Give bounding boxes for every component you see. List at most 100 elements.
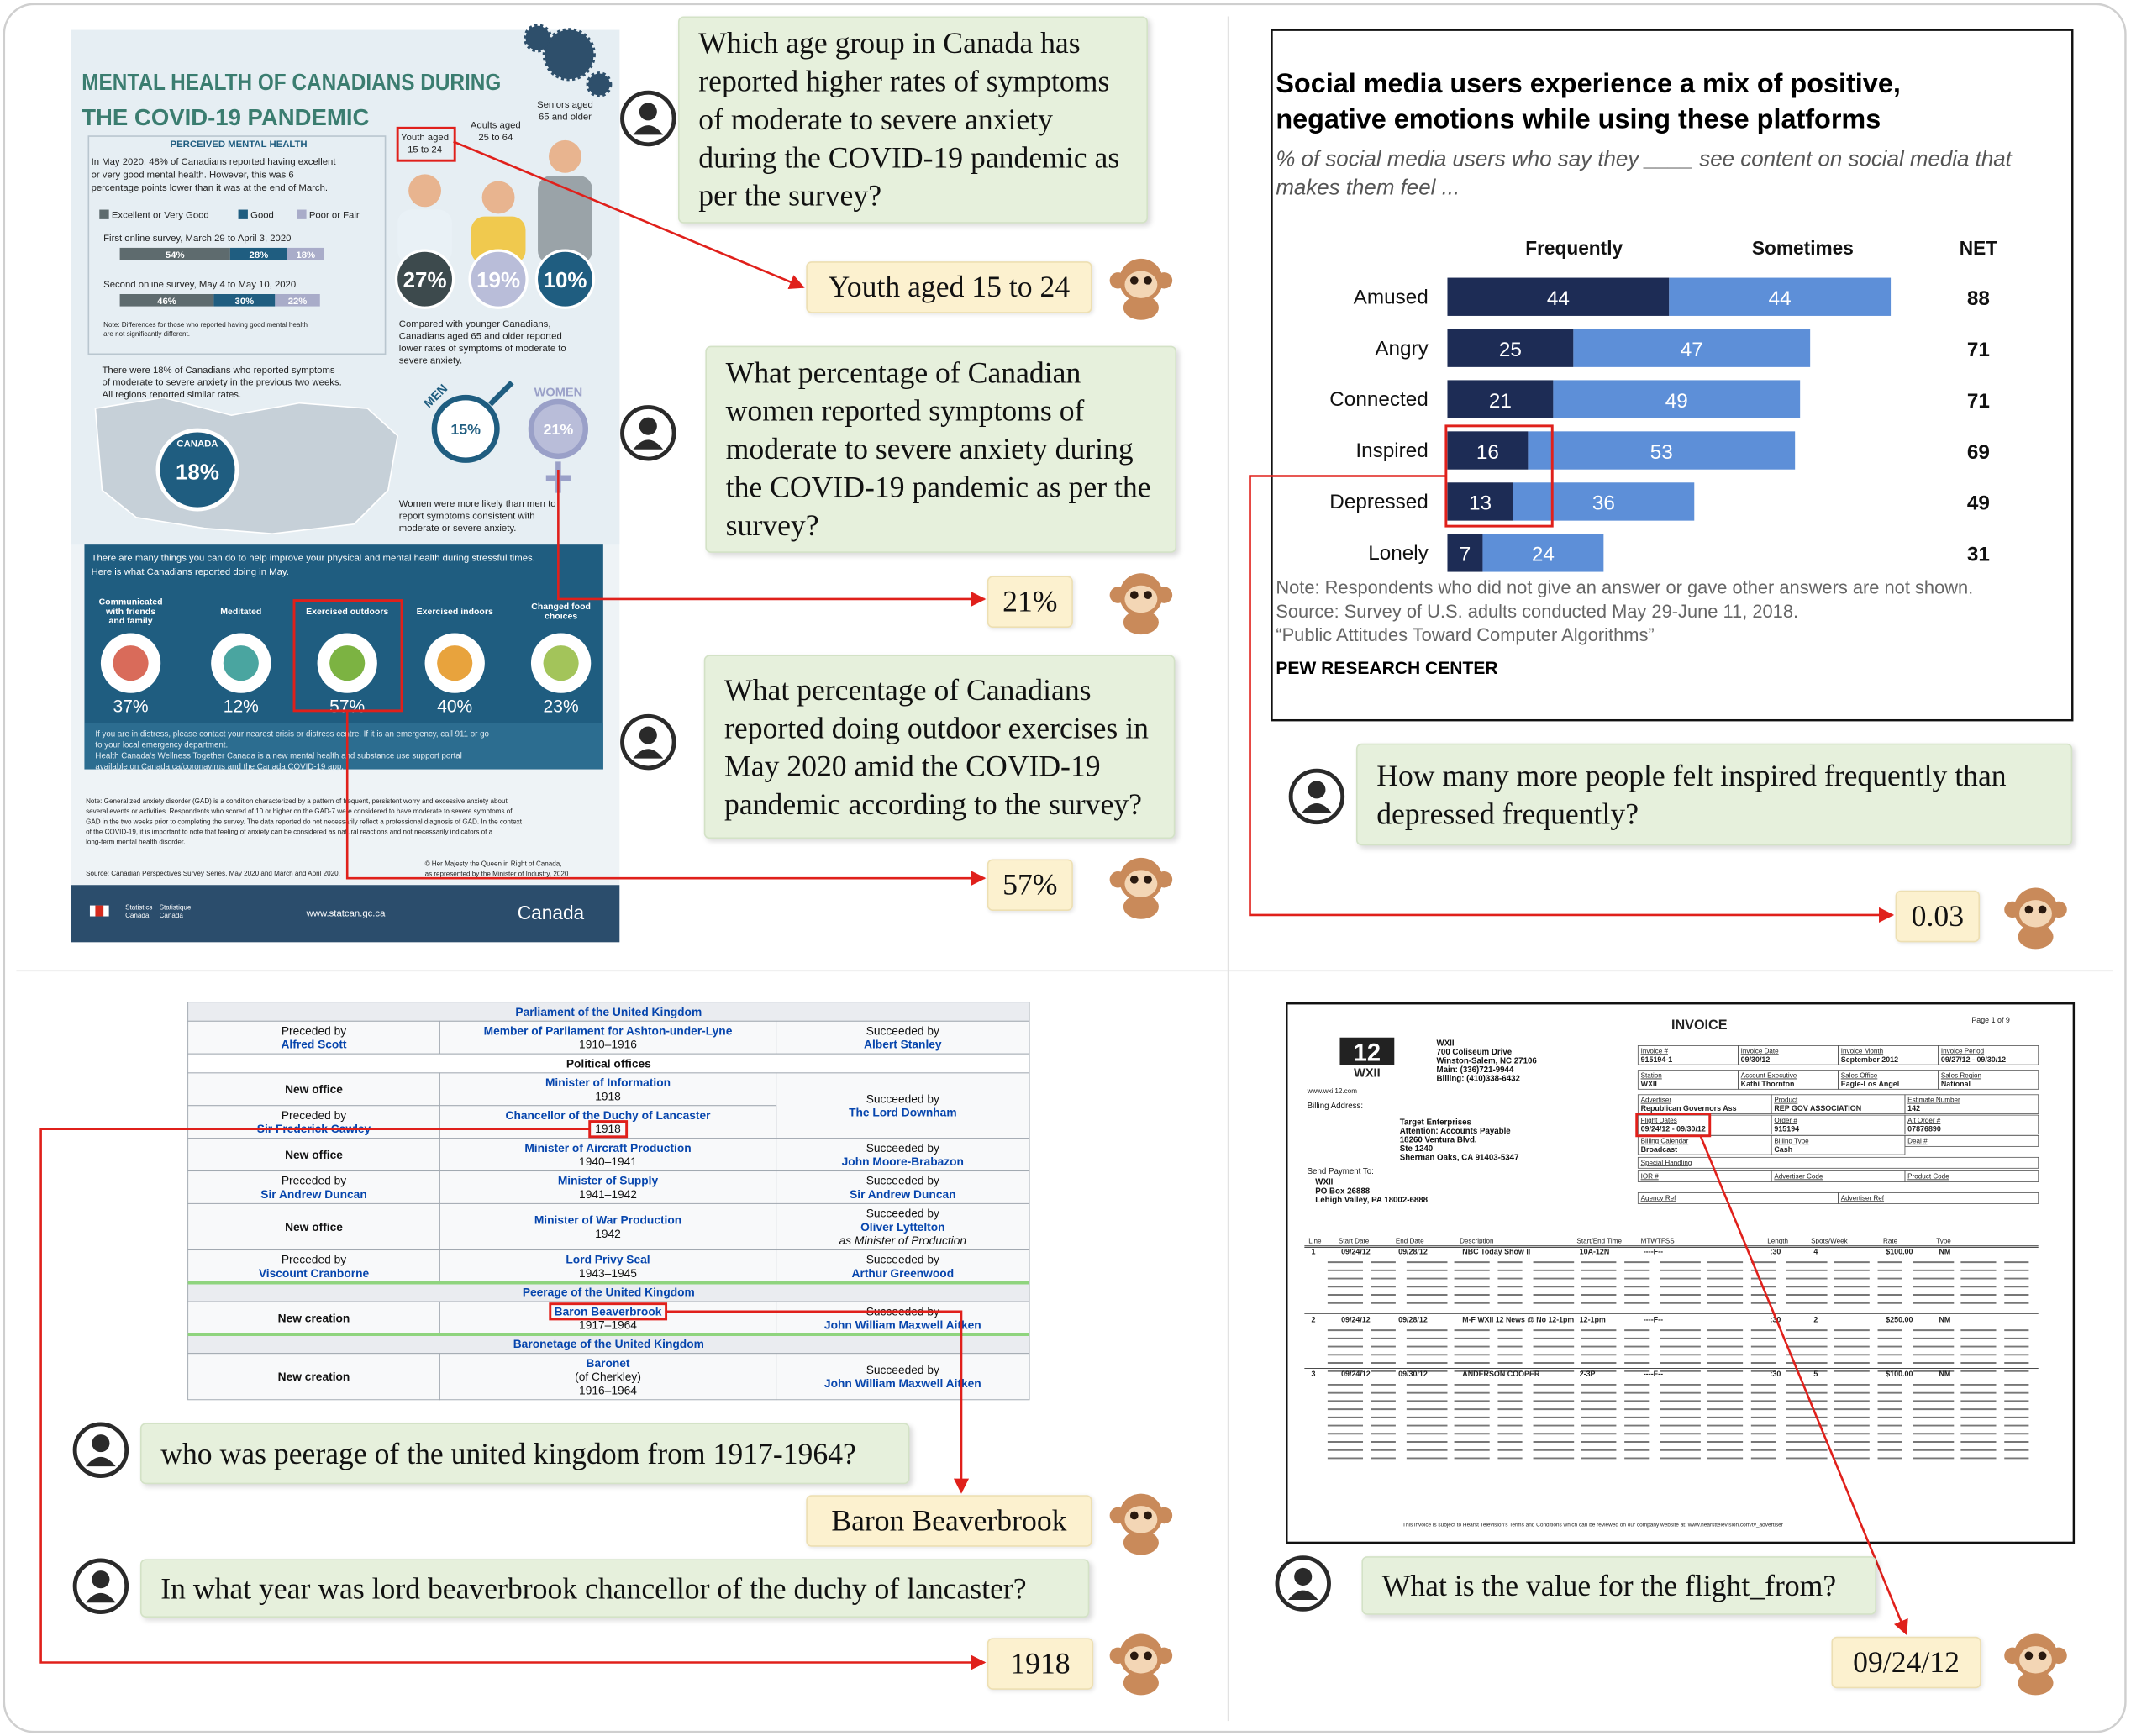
net-value: 49 — [1967, 492, 1990, 515]
table-cell — [776, 1202, 1030, 1251]
canada-value: 18% — [176, 460, 219, 484]
table-cell — [439, 1202, 777, 1251]
line-cell: 09/24/12 — [1341, 1370, 1371, 1378]
payment-address: WXII — [1315, 1178, 1333, 1187]
chart-title: negative emotions while using these plat… — [1276, 103, 1881, 134]
line-cell: NM — [1939, 1247, 1950, 1255]
table-cell-text: Preceded by — [282, 1109, 346, 1122]
question-bubble-text: What percentage of Canadian women report… — [725, 355, 1151, 542]
field-box — [1904, 1114, 2039, 1135]
bot-eye — [1144, 875, 1152, 884]
line-column: Spots/Week — [1811, 1237, 1848, 1244]
line-column: Description — [1460, 1237, 1493, 1244]
activity-icon-art — [329, 645, 366, 681]
activity-value: 37% — [113, 697, 148, 716]
question-bubble: What percentage of Canadians reported do… — [703, 655, 1176, 839]
table-cell — [187, 1105, 440, 1139]
pointer-line — [1699, 1135, 1908, 1636]
table-cell-text: 1943–1945 — [579, 1267, 637, 1280]
field-label: Sales Office — [1841, 1072, 1878, 1080]
table-cell-text: Arthur Greenwood — [852, 1267, 955, 1280]
bar-label: 24 — [1532, 544, 1555, 566]
activity-icon-art — [543, 645, 579, 681]
section-title: PERCEIVED MENTAL HEALTH — [171, 139, 308, 150]
invoice-page — [1286, 1002, 2076, 1544]
line-cell: ----F-- — [1644, 1315, 1663, 1323]
bar — [1447, 431, 1529, 470]
survey-bar — [287, 247, 324, 260]
user-icon-head — [639, 103, 657, 121]
user-icon-head — [639, 417, 657, 435]
table-cell-text: Sir Andrew Duncan — [260, 1188, 366, 1201]
section-frame — [87, 135, 387, 355]
help-band — [84, 723, 603, 770]
bot-eye — [1129, 276, 1139, 285]
table-cell-text: Minister of Aircraft Production — [524, 1142, 691, 1155]
table-cell-text: Oliver Lyttelton — [860, 1221, 944, 1234]
table-cell-text: New office — [285, 1149, 343, 1161]
bot-eye — [1144, 1651, 1152, 1660]
canada-label: CANADA — [176, 439, 218, 449]
men-badge — [431, 394, 500, 463]
bot-face-inner — [2019, 1646, 2052, 1674]
table-cell — [776, 1020, 1030, 1055]
billing-label: Billing Address: — [1308, 1102, 1363, 1111]
bar — [1447, 482, 1513, 521]
table-cell-text: as Minister of Production — [839, 1234, 967, 1247]
age-badge — [468, 249, 529, 309]
pointer-line — [345, 710, 987, 886]
activity-label: Changed food — [531, 602, 591, 612]
question-bubble-text: What percentage of Canadians reported do… — [724, 671, 1149, 821]
activities-intro: Here is what Canadians reported doing in… — [92, 567, 289, 577]
answer-bubble-text: 57% — [1002, 867, 1058, 902]
bot-body — [1123, 1530, 1159, 1555]
age-note: Canadians aged 65 and older reported — [399, 331, 562, 341]
survey-bar — [275, 294, 320, 307]
bar-label: 44 — [1547, 287, 1570, 310]
footer-bar — [71, 885, 620, 943]
table-cell-text: Minister of War Production — [534, 1214, 681, 1227]
age-value: 19% — [476, 269, 520, 292]
table-cell — [187, 1072, 440, 1107]
field-label: Sales Region — [1941, 1072, 1981, 1080]
field-value: 09/24/12 - 09/30/12 — [1641, 1125, 1706, 1134]
line-cell: 2 — [1311, 1315, 1315, 1323]
field-label: Invoice Period — [1941, 1047, 1984, 1055]
bot-face-inner — [1124, 870, 1158, 897]
field-value: Eagle-Los Angel — [1841, 1080, 1899, 1088]
answer-bubble-text: Baron Beaverbrook — [831, 1502, 1067, 1538]
field-label: Billing Calendar — [1641, 1137, 1689, 1144]
field-value: Kathi Thornton — [1741, 1080, 1795, 1088]
bot-eye — [2024, 1651, 2034, 1660]
infographic-title: MENTAL HEALTH OF CANADIANS DURING — [82, 69, 501, 95]
table-cell-text: Albert Stanley — [864, 1039, 942, 1051]
table-cell — [776, 1170, 1030, 1204]
bar-label: 7 — [1460, 544, 1471, 566]
user-icon-head — [92, 1434, 110, 1453]
line-cell: ----F-- — [1644, 1247, 1663, 1255]
table-cell-text: New office — [285, 1083, 343, 1096]
chart-source-org: PEW RESEARCH CENTER — [1276, 659, 1497, 678]
age-label: 65 and older — [539, 113, 592, 123]
survey-value: 22% — [288, 297, 308, 307]
field-label: Special Handling — [1641, 1159, 1692, 1166]
bot-eye — [1144, 1511, 1152, 1520]
user-icon-body — [633, 125, 664, 135]
table-cell-text: Succeeded by — [866, 1025, 939, 1038]
line-cell: 09/28/12 — [1398, 1247, 1428, 1255]
user-icon-body — [86, 1456, 116, 1467]
answer-bubble: Youth aged 15 to 24 — [806, 261, 1092, 313]
user-icon-head — [639, 726, 657, 744]
line-column: Line — [1308, 1237, 1322, 1244]
person-head — [549, 139, 581, 173]
user-icon-body — [1302, 803, 1332, 813]
field-value: REP GOV ASSOCIATION — [1774, 1104, 1861, 1113]
activity-value: 40% — [437, 697, 472, 716]
table-header-text: Political offices — [566, 1057, 651, 1070]
bot-eye — [1144, 591, 1152, 599]
age-label: 25 to 64 — [478, 133, 513, 143]
user-icon-head — [92, 1570, 110, 1589]
men-arrow — [488, 381, 514, 407]
logo-number: 12 — [1354, 1039, 1381, 1066]
women-label: WOMEN — [534, 387, 583, 400]
